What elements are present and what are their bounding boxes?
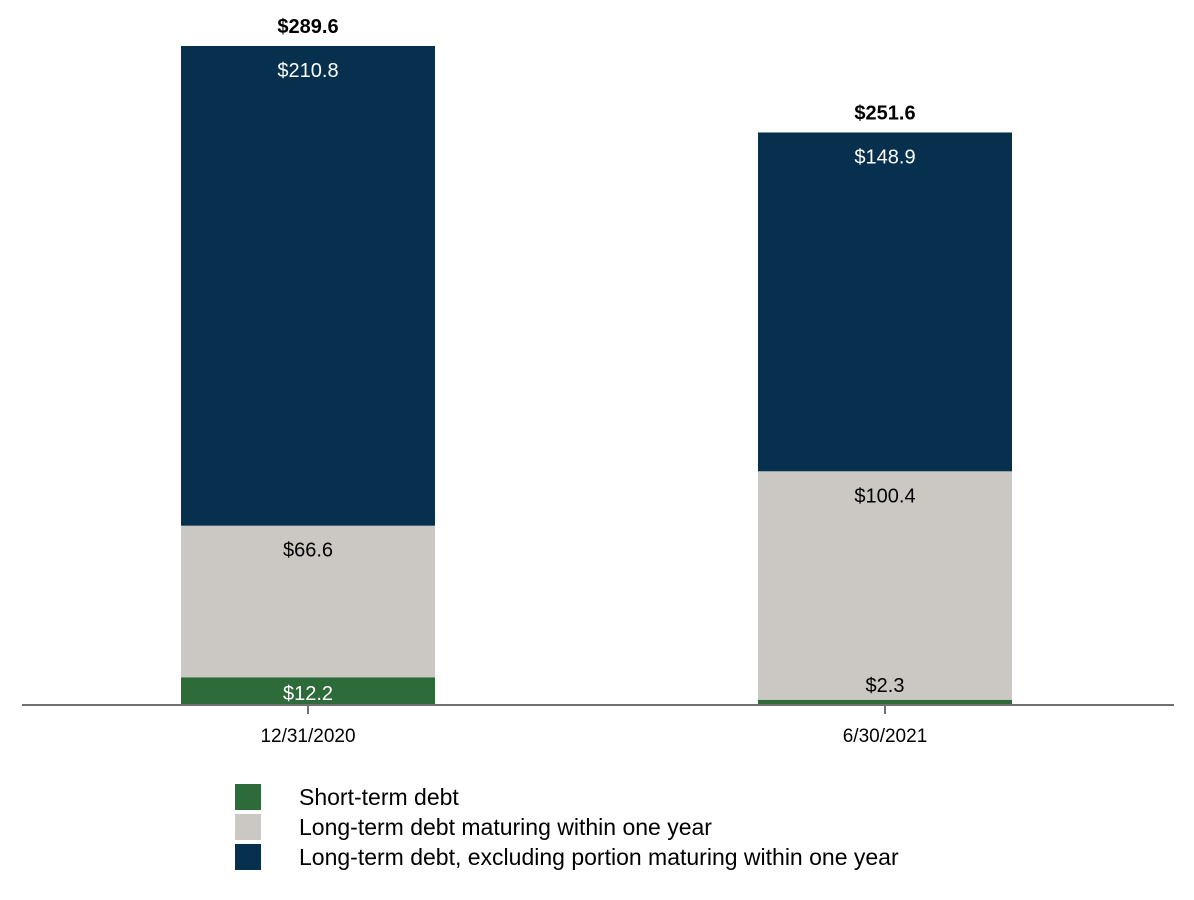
bar-segment-2-6-30-2021 bbox=[758, 471, 1012, 700]
legend-swatch bbox=[235, 814, 261, 840]
legend-item: Long-term debt maturing within one year bbox=[235, 812, 899, 842]
segment-labels-layer: $12.2 $66.6 $210.8 $2.3 $100.4 $148.9 bbox=[277, 60, 915, 705]
legend-item: Short-term debt bbox=[235, 782, 899, 812]
x-axis-ticks: 12/31/2020 6/30/2021 bbox=[260, 705, 927, 747]
debt-stacked-bar-chart: $12.2$66.6$210.8$2.3$100.4$148.9 $289.6$… bbox=[22, 16, 1174, 747]
bar-segment-1-6-30-2021 bbox=[758, 699, 1012, 705]
segment-value-label: $12.2 bbox=[283, 683, 333, 705]
legend-swatch bbox=[235, 784, 261, 810]
legend-item: Long-term debt, excluding portion maturi… bbox=[235, 842, 899, 872]
legend: Short-term debt Long-term debt maturing w… bbox=[235, 782, 899, 872]
bar-total-label: $289.6 bbox=[277, 16, 338, 38]
bars-layer bbox=[181, 46, 1012, 705]
bar-segment-3-6-30-2021 bbox=[758, 132, 1012, 472]
total-labels-layer: $289.6 $251.6 bbox=[277, 16, 915, 124]
bar-segment-1-12-31-2020 bbox=[181, 677, 435, 705]
bar-segment-2-12-31-2020 bbox=[181, 525, 435, 678]
segment-value-label: $66.6 bbox=[283, 540, 333, 562]
bar-segment-3-12-31-2020 bbox=[181, 46, 435, 526]
x-tick-label: 12/31/2020 bbox=[260, 726, 355, 747]
legend-label: Long-term debt maturing within one year bbox=[299, 813, 712, 840]
bar-total-label: $251.6 bbox=[854, 102, 915, 124]
legend-label: Short-term debt bbox=[299, 783, 459, 810]
segment-value-label: $100.4 bbox=[854, 485, 915, 507]
x-tick-label: 6/30/2021 bbox=[843, 726, 928, 747]
legend-swatch bbox=[235, 844, 261, 870]
legend-label: Long-term debt, excluding portion maturi… bbox=[299, 843, 899, 870]
segment-value-label: $148.9 bbox=[854, 146, 915, 168]
segment-value-label: $2.3 bbox=[866, 675, 905, 697]
segment-value-label: $210.8 bbox=[277, 60, 338, 82]
